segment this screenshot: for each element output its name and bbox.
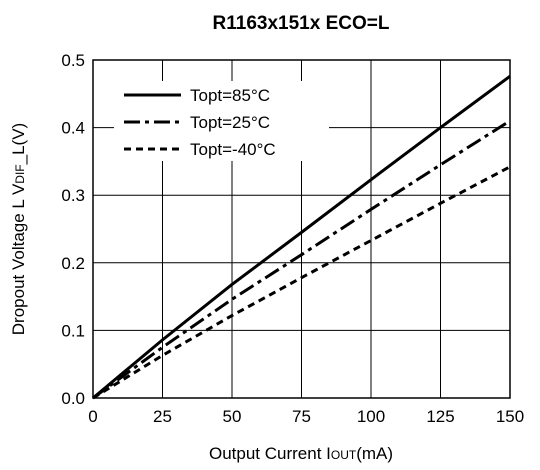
series-lines	[92, 75, 511, 400]
x-tick-label: 125	[426, 407, 454, 426]
series-line-0	[92, 75, 511, 400]
x-axis-label-unit: (mA)	[356, 444, 393, 463]
y-tick-labels: 0.0 0.1 0.2 0.3 0.4 0.5	[61, 51, 85, 408]
y-tick-label: 0.0	[61, 389, 85, 408]
x-tick-label: 150	[496, 407, 524, 426]
y-axis-label-pre: Dropout Voltage L V	[9, 183, 28, 335]
y-axis-label: Dropout Voltage L VDIF_L(V)	[9, 123, 28, 335]
x-tick-label: 0	[88, 407, 97, 426]
y-tick-label: 0.2	[61, 254, 85, 273]
y-axis-label-post: _L(V)	[9, 123, 28, 166]
legend: Topt=85°C Topt=25°C Topt=-40°C	[114, 81, 329, 161]
legend-label: Topt=25°C	[190, 113, 270, 132]
series-line-1	[92, 119, 511, 400]
chart-title: R1163x151x ECO=L	[213, 13, 390, 34]
y-tick-label: 0.4	[61, 119, 85, 138]
legend-label: Topt=-40°C	[190, 140, 276, 159]
x-tick-label: 100	[357, 407, 385, 426]
series-line-2	[92, 165, 511, 400]
legend-label: Topt=85°C	[190, 86, 270, 105]
y-axis-label-sub: DIF	[13, 164, 27, 183]
y-tick-label: 0.3	[61, 186, 85, 205]
plot-frame	[92, 59, 511, 399]
x-axis-label-main: Output Current I	[209, 444, 331, 463]
y-tick-label: 0.1	[61, 321, 85, 340]
x-axis-label: Output Current IOUT(mA)	[209, 444, 393, 463]
x-tick-label: 25	[153, 407, 172, 426]
x-tick-label: 75	[292, 407, 311, 426]
x-tick-label: 50	[223, 407, 242, 426]
x-tick-labels: 0 25 50 75 100 125 150	[88, 407, 524, 426]
y-tick-label: 0.5	[61, 51, 85, 70]
x-axis-label-sub: OUT	[331, 448, 357, 462]
